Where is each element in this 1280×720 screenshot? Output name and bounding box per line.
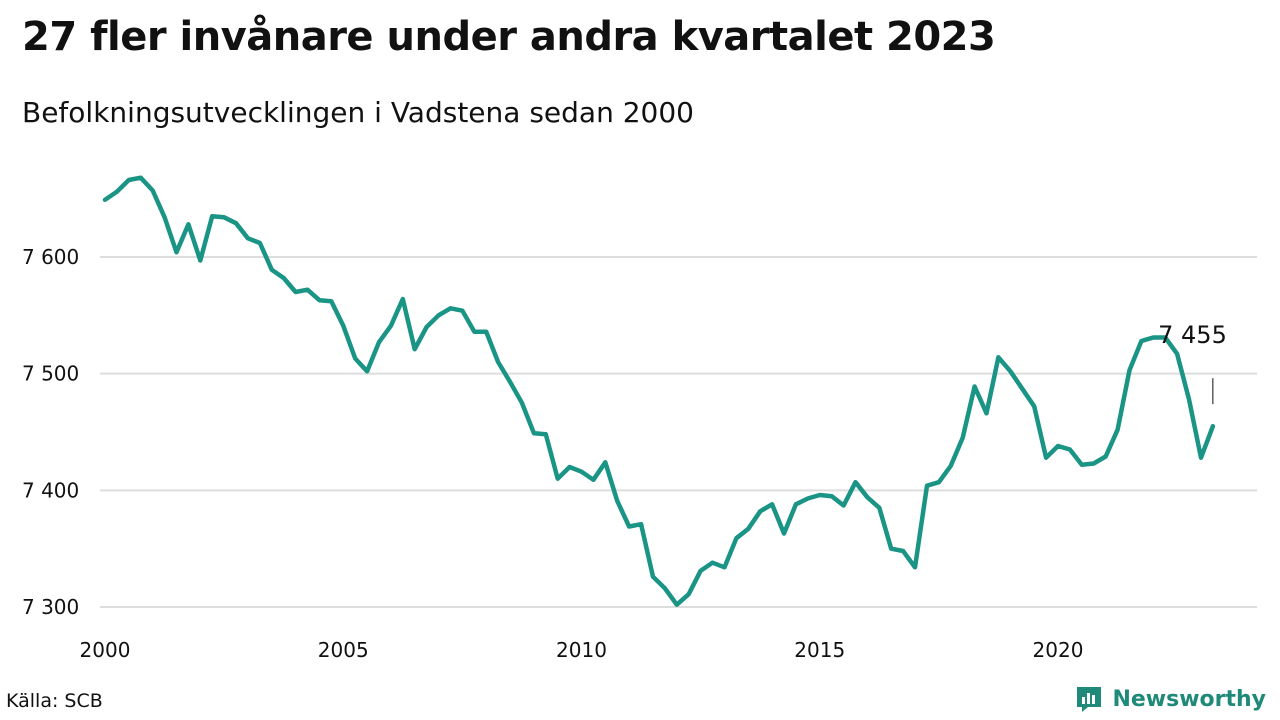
x-tick-label: 2010	[556, 638, 607, 662]
series-line	[102, 175, 1216, 607]
x-tick-label: 2005	[318, 638, 369, 662]
x-tick-label: 2015	[794, 638, 845, 662]
annotation-label: 7 455	[1158, 321, 1227, 349]
chart-subtitle: Befolkningsutvecklingen i Vadstena sedan…	[22, 96, 694, 129]
y-tick-label: 7 600	[22, 245, 79, 269]
brand[interactable]: Newsworthy	[1074, 684, 1266, 714]
brand-name: Newsworthy	[1112, 686, 1266, 712]
chart-title: 27 fler invånare under andra kvartalet 2…	[22, 14, 996, 60]
x-tick-label: 2000	[80, 638, 131, 662]
y-tick-label: 7 500	[22, 362, 79, 386]
x-tick-label: 2020	[1033, 638, 1084, 662]
y-tick-label: 7 400	[22, 478, 79, 502]
newsworthy-logo-icon	[1077, 687, 1102, 712]
line-chart: 7 300 7 400 7 500 7 600 2000 2005 2010 2015 2020…	[22, 175, 1257, 662]
y-tick-label: 7 300	[22, 595, 79, 619]
source-note: Källa: SCB	[6, 690, 103, 712]
